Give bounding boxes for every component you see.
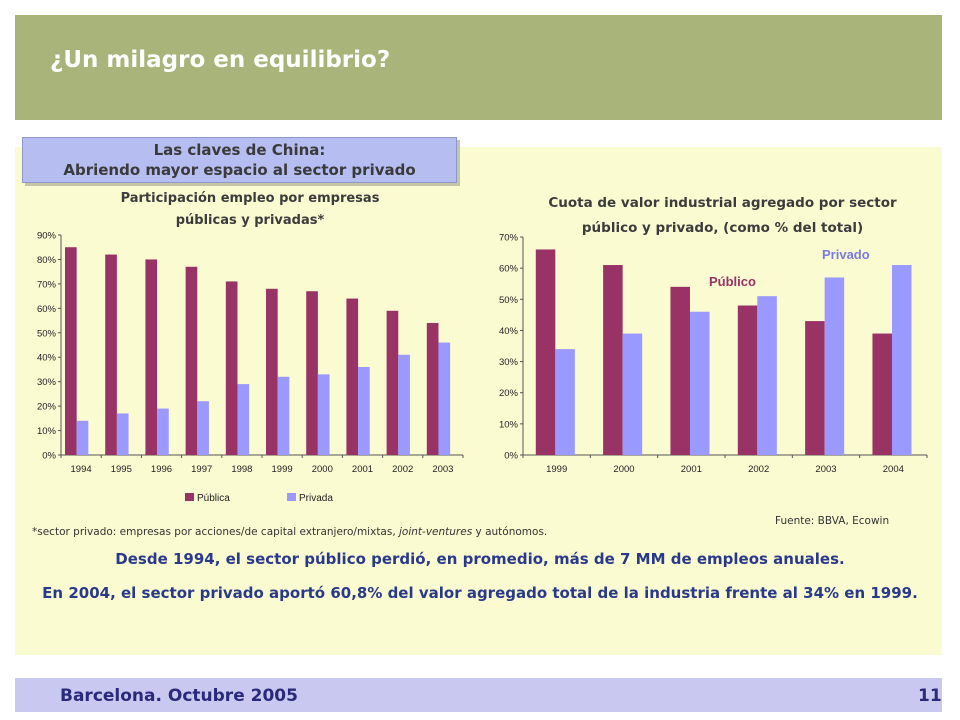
footnote-text: *sector privado: empresas por acciones/d… — [32, 526, 400, 538]
slide-title: ¿Un milagro en equilibrio? — [50, 47, 391, 73]
callout-line-1: Las claves de China: — [153, 141, 326, 159]
chart2-title-line1: Cuota de valor industrial agregado por s… — [548, 195, 897, 211]
chart1-x-tick-label: 2000 — [312, 464, 333, 475]
chart1-y-tick-label: 40% — [37, 353, 57, 364]
chart1-bar-publico — [266, 288, 278, 455]
chart1-x-tick-label: 1999 — [272, 464, 293, 475]
chart1-y-tick-label: 20% — [37, 402, 57, 413]
header-bar — [15, 15, 942, 120]
chart1-y-tick-label: 10% — [37, 426, 57, 437]
chart1-y-tick-label: 90% — [37, 231, 57, 242]
chart1-x-tick-label: 1998 — [231, 464, 252, 475]
chart1-bar-privado — [438, 342, 451, 455]
chart1-bar-privado — [237, 384, 250, 455]
chart1-x-tick-label: 1996 — [151, 464, 172, 475]
chart1-bar-privado — [277, 376, 290, 455]
chart2-title-line2: público y privado, (como % del total) — [581, 220, 864, 236]
chart1-y-tick-label: 80% — [37, 255, 57, 266]
legend-label-privada: Privada — [299, 493, 333, 504]
chart1-x-tick-label: 1997 — [191, 464, 212, 475]
chart1-x-tick-label: 2003 — [432, 464, 453, 475]
chart1-y-tick-label: 0% — [42, 451, 56, 462]
chart1-y-tick-label: 30% — [37, 377, 57, 388]
legend-label-publica: Pública — [197, 493, 230, 504]
footnote: *sector privado: empresas por acciones/d… — [32, 526, 547, 538]
chart1-x-tick-label: 2002 — [392, 464, 413, 475]
chart2-title: Cuota de valor industrial agregado por s… — [505, 191, 940, 241]
legend-swatch-publica — [185, 493, 194, 501]
chart1-bar-publico — [145, 259, 158, 455]
legend-swatch-privada — [287, 493, 296, 501]
chart1-bar-publico — [426, 323, 439, 455]
chart1-bar-privado — [197, 401, 209, 455]
chart1-title-line2: públicas y privadas* — [175, 213, 325, 228]
page-number: 11 — [918, 686, 942, 706]
chart1-y-tick-label: 60% — [37, 304, 57, 315]
footer-text: Barcelona. Octubre 2005 — [60, 686, 298, 706]
chart1-x-tick-label: 1994 — [71, 464, 92, 475]
conclusion-2: En 2004, el sector privado aportó 60,8% … — [42, 584, 918, 602]
footnote-italic: joint-ventures — [399, 526, 473, 538]
chart1-bar-publico — [105, 254, 117, 455]
footnote-text-end: y autónomos. — [472, 526, 548, 538]
chart1-bar-publico — [65, 247, 77, 455]
chart1-bar-privado — [116, 413, 129, 455]
chart1-y-tick-label: 70% — [37, 279, 57, 290]
chart1-bar-publico — [346, 298, 359, 455]
conclusion-1: Desde 1994, el sector público perdió, en… — [115, 550, 845, 568]
chart1-x-tick-label: 2001 — [352, 464, 373, 475]
chart1-bar-publico — [225, 281, 238, 455]
chart1-bar-privado — [76, 420, 89, 455]
chart1-title-line1: Participación empleo por empresas — [120, 191, 380, 206]
chart1-bar-publico — [306, 291, 318, 455]
footer-bar — [15, 678, 942, 712]
chart1-y-tick-label: 50% — [37, 328, 57, 339]
chart1-bar-publico — [185, 266, 198, 455]
callout-line-2: Abriendo mayor espacio al sector privado — [63, 161, 416, 179]
callout-box: Las claves de China: Abriendo mayor espa… — [22, 137, 457, 183]
chart1-title: Participación empleo por empresas públic… — [60, 188, 440, 232]
chart1-x-tick-label: 1995 — [111, 464, 132, 475]
chart1-bar-publico — [386, 310, 399, 455]
chart1-bar-privado — [398, 354, 410, 455]
chart1-bar-privado — [317, 374, 330, 455]
chart1-bar-privado — [157, 408, 169, 455]
content-panel — [15, 147, 942, 655]
source-note: Fuente: BBVA, Ecowin — [775, 515, 890, 527]
chart1-bar-privado — [358, 367, 370, 455]
